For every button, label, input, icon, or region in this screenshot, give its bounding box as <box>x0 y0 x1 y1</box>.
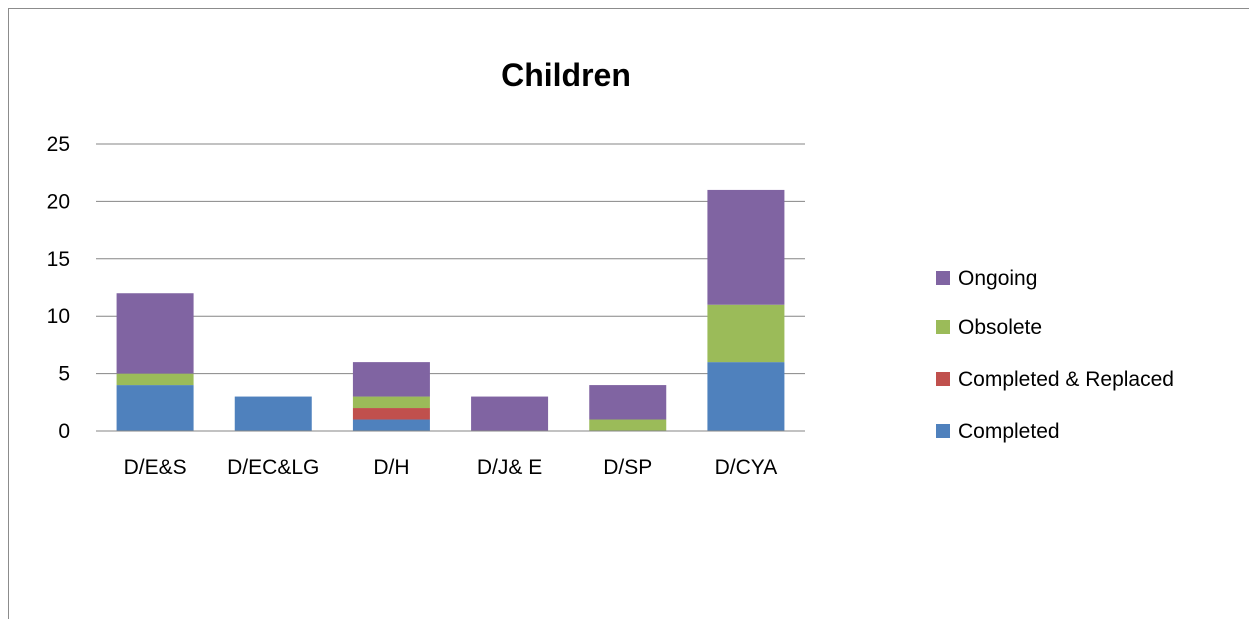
legend-label: Completed <box>958 420 1060 443</box>
bar-segment <box>707 304 785 363</box>
legend-label: Obsolete <box>958 316 1042 339</box>
bar-segment <box>352 408 430 420</box>
legend-swatch <box>936 271 950 285</box>
bar-segment <box>234 396 312 431</box>
chart-frame <box>8 8 1249 619</box>
y-tick-label: 10 <box>47 305 70 328</box>
bar-segment <box>471 396 549 431</box>
bar-segment <box>589 385 667 420</box>
bar-segment <box>707 189 785 305</box>
legend-label: Ongoing <box>958 267 1037 290</box>
bar-segment <box>116 385 194 431</box>
y-tick-label: 5 <box>58 363 70 386</box>
bars <box>116 189 785 431</box>
bar-segment <box>707 362 785 431</box>
bar-segment <box>352 419 430 431</box>
gridlines <box>96 143 805 375</box>
legend-swatch <box>936 372 950 386</box>
bar-segment <box>116 293 194 374</box>
bar-segment <box>352 362 430 397</box>
chart-title: Children <box>501 57 631 93</box>
legend-swatch <box>936 320 950 334</box>
legend: Ongoing Obsolete Completed & Replaced Compl… <box>936 267 1174 443</box>
bar-segment <box>589 419 667 431</box>
bar-segment <box>352 396 430 409</box>
x-tick-label: D/SP <box>603 456 652 479</box>
x-tick-label: D/H <box>373 456 409 479</box>
y-tick-label: 25 <box>47 133 70 156</box>
y-tick-label: 20 <box>47 190 70 213</box>
y-tick-label: 0 <box>58 420 70 443</box>
x-axis-ticks: D/E&S D/EC&LG D/H D/J& E D/SP D/CYA <box>124 456 778 479</box>
x-tick-label: D/J& E <box>477 456 542 479</box>
legend-label: Completed & Replaced <box>958 368 1174 391</box>
y-axis-ticks: 0 5 10 15 20 25 <box>47 133 70 443</box>
x-tick-label: D/E&S <box>124 456 187 479</box>
legend-swatch <box>936 424 950 438</box>
y-tick-label: 15 <box>47 248 70 271</box>
x-tick-label: D/CYA <box>715 456 778 479</box>
x-tick-label: D/EC&LG <box>227 456 319 479</box>
bar-segment <box>116 373 194 386</box>
